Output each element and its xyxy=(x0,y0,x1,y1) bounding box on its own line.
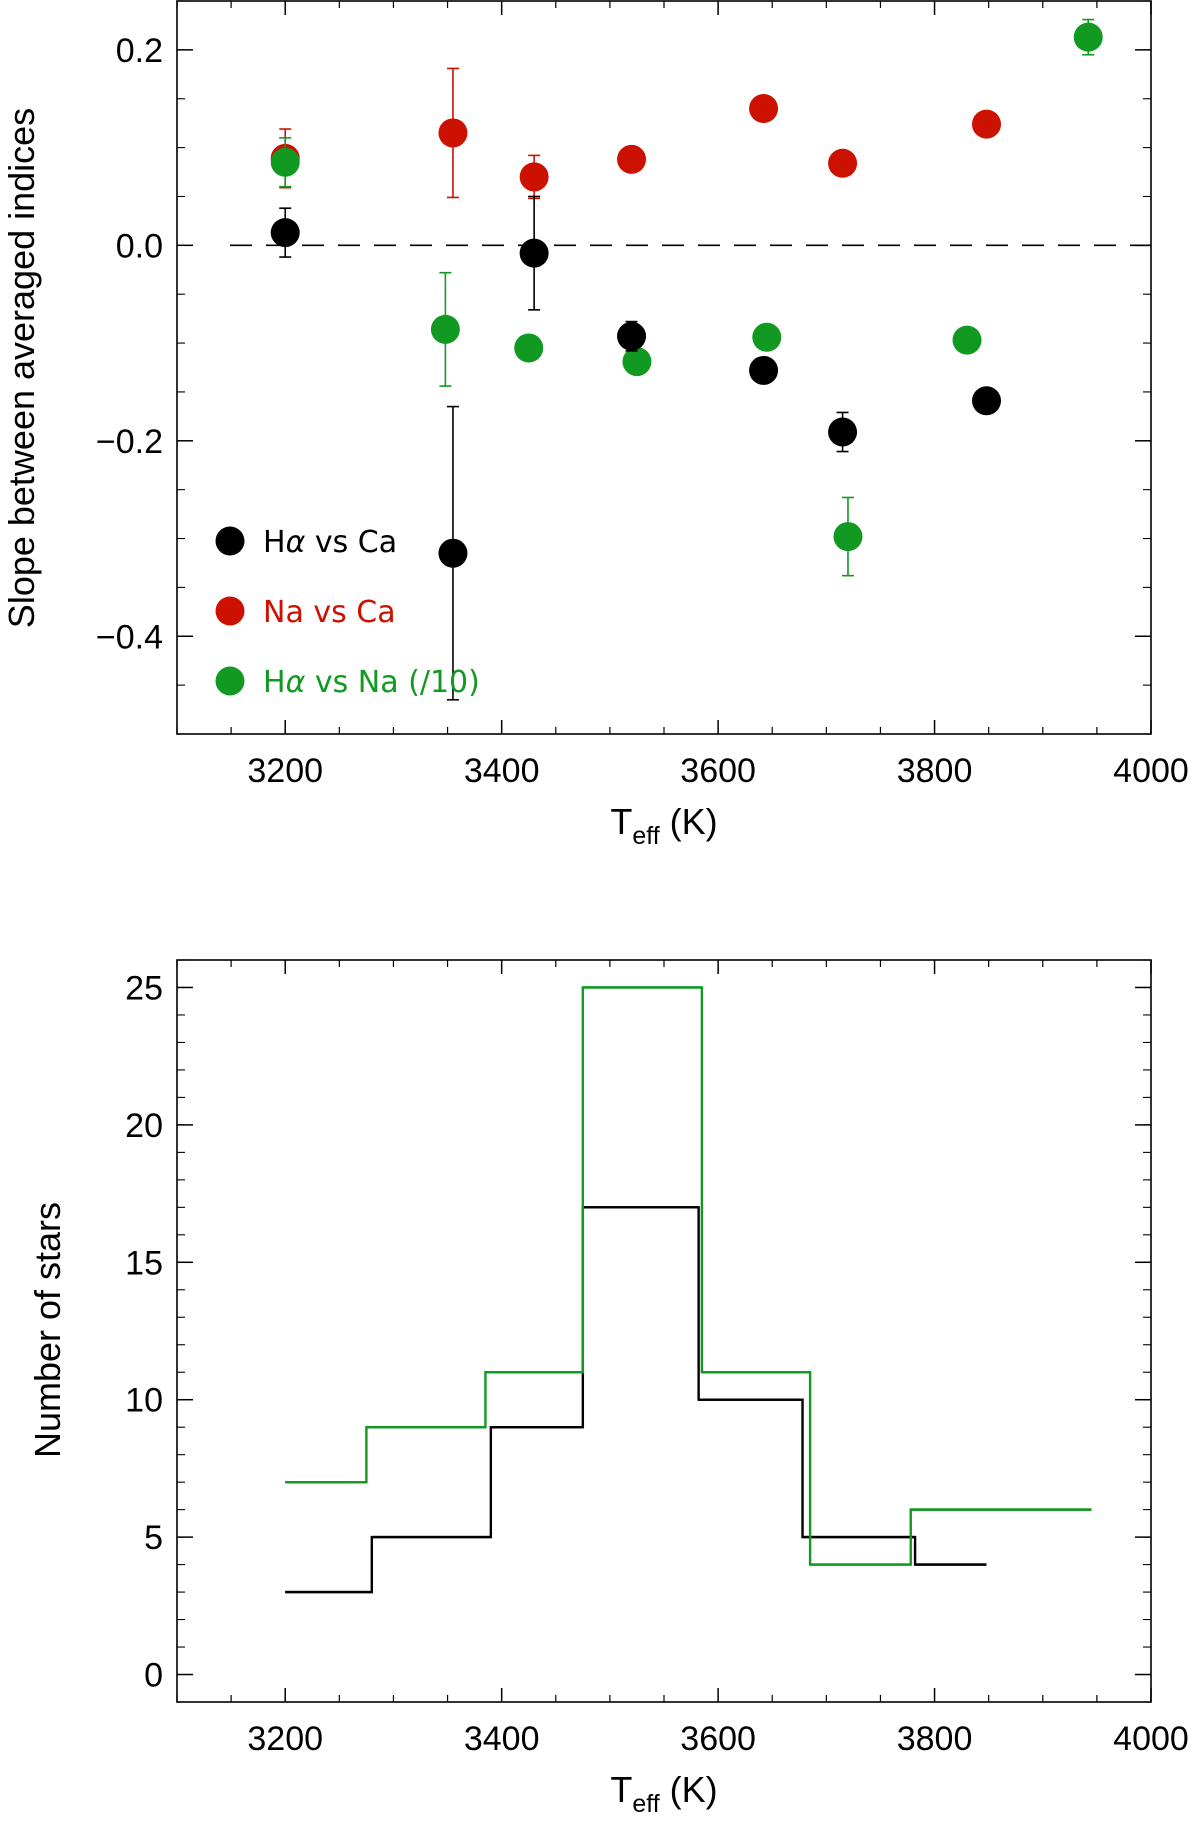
y-tick-label: 0.0 xyxy=(116,227,163,265)
data-point xyxy=(438,538,468,568)
data-point xyxy=(972,386,1002,416)
histogram-green-line xyxy=(285,986,1092,1566)
y-tick-label: 5 xyxy=(144,1519,163,1557)
x-tick-label: 3800 xyxy=(897,1720,973,1758)
legend-marker xyxy=(215,526,245,556)
y-axis-label: Slope between averaged indices xyxy=(1,108,42,628)
x-tick-label: 3800 xyxy=(897,752,973,790)
x-axis-label-unit: (K) xyxy=(660,1769,718,1810)
x-axis-label: Teff (K) xyxy=(610,801,717,850)
legend-label-part: vs Na (/10) xyxy=(305,665,480,700)
data-point xyxy=(622,347,652,377)
x-tick-label: 3200 xyxy=(247,752,323,790)
legend-label: Hα vs Ca xyxy=(263,525,397,560)
data-point xyxy=(514,333,544,363)
x-axis-label-main: T xyxy=(610,801,632,842)
legend-label-part: vs Ca xyxy=(305,525,397,560)
data-point xyxy=(828,417,858,447)
top-scatter-panel: 3200 3400 3600 3800 4000 −0.4 −0.2 0.0 0.2 Teff (… xyxy=(1,0,1189,850)
y-axis-label: Number of stars xyxy=(27,1202,68,1458)
data-point xyxy=(749,94,779,124)
legend-label-greek: α xyxy=(286,525,306,560)
y-tick-label: 0 xyxy=(144,1657,163,1695)
legend-label: Hα vs Na (/10) xyxy=(263,665,480,700)
y-tick-label: 25 xyxy=(125,969,163,1007)
x-tick-label: 4000 xyxy=(1113,1720,1189,1758)
data-point xyxy=(752,322,782,352)
x-tick-label: 4000 xyxy=(1113,752,1189,790)
x-tick-label: 3600 xyxy=(680,1720,756,1758)
x-tick-label: 3400 xyxy=(464,1720,540,1758)
x-axis-label-unit: (K) xyxy=(660,801,718,842)
legend-label-greek: α xyxy=(286,665,306,700)
data-point xyxy=(519,238,549,268)
x-axis-label-main: T xyxy=(610,1769,632,1810)
data-point xyxy=(438,118,468,148)
y-tick-label: 0.2 xyxy=(116,32,163,70)
data-point xyxy=(270,147,300,177)
x-tick-label: 3600 xyxy=(680,752,756,790)
y-tick-label: −0.4 xyxy=(96,618,163,656)
plot-frame xyxy=(176,959,1152,1703)
data-point xyxy=(270,218,300,248)
x-axis-label-sub: eff xyxy=(632,1790,659,1818)
y-tick-label: 15 xyxy=(125,1244,163,1282)
legend-label-part: H xyxy=(263,525,286,560)
data-point xyxy=(828,148,858,178)
data-point xyxy=(430,314,460,344)
x-axis-label: Teff (K) xyxy=(610,1769,717,1818)
data-point xyxy=(972,109,1002,139)
y-tick-label: 10 xyxy=(125,1382,163,1420)
legend-label: Na vs Ca xyxy=(263,595,396,630)
bottom-histogram-panel: 3200 3400 3600 3800 4000 0 5 10 15 20 25 Teff (K) Nu… xyxy=(27,959,1189,1818)
data-point xyxy=(1073,22,1103,52)
data-point xyxy=(749,355,779,385)
data-point xyxy=(519,162,549,192)
data-point xyxy=(617,321,647,351)
x-axis-label-sub: eff xyxy=(632,822,659,850)
x-tick-label: 3400 xyxy=(464,752,540,790)
legend-marker xyxy=(215,596,245,626)
data-point xyxy=(952,325,982,355)
legend-label-part: H xyxy=(263,665,286,700)
y-tick-label: 20 xyxy=(125,1107,163,1145)
legend-label-part: Na vs Ca xyxy=(263,595,396,630)
histogram-black-line xyxy=(285,1206,987,1594)
x-tick-label: 3200 xyxy=(247,1720,323,1758)
y-tick-label: −0.2 xyxy=(96,423,163,461)
data-point xyxy=(617,144,647,174)
data-point xyxy=(833,522,863,552)
legend-marker xyxy=(215,666,245,696)
